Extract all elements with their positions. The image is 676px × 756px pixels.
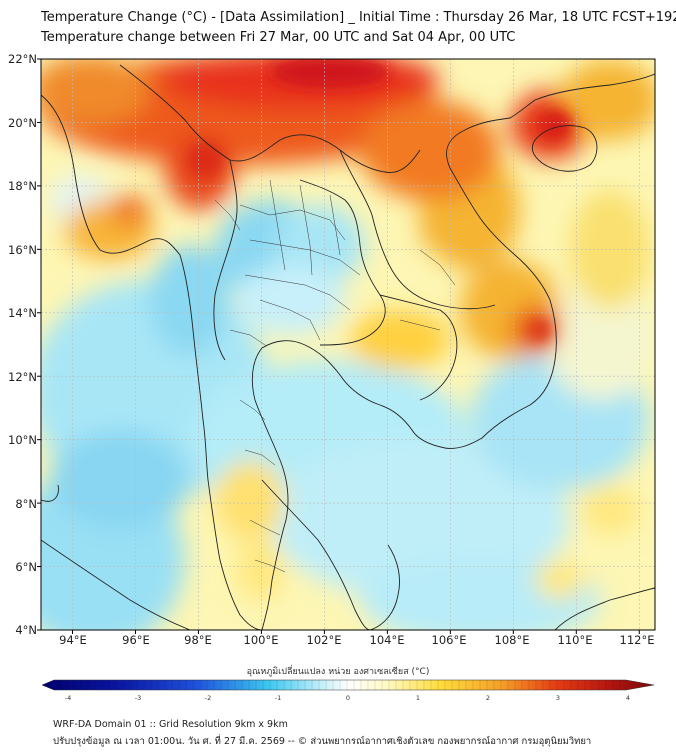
colorbar-tick-label: 1 [416,694,420,702]
colorbar-tick-label: 4 [626,694,630,702]
map-frame [40,58,656,631]
map-subtitle: Temperature change between Fri 27 Mar, 0… [41,30,516,45]
colorbar-bar [41,679,655,691]
lon-label: 112°E [620,633,655,647]
colorbar-tick-label: 0 [346,694,350,702]
colorbar-title: อุณหภูมิเปลี่ยนแปลง หน่วย องศาเซลเซียส (… [246,667,430,677]
lat-label: 14°N [8,306,37,320]
boundary-lines [41,64,655,630]
graticule [41,59,655,630]
colorbar: -4 -3 -2 -1 0 1 2 3 4 [41,679,655,702]
lon-label: 108°E [495,633,530,647]
longitude-axis: 94°E 96°E 98°E 100°E 102°E 104°E 106°E 1… [59,633,654,647]
colorbar-tick-label: -1 [275,694,281,702]
colorbar-ticks: -4 -3 -2 -1 0 1 2 3 4 [65,694,630,702]
lat-label: 4°N [15,623,37,637]
lat-label: 8°N [15,497,37,511]
province-lines [214,179,456,573]
lat-label: 20°N [8,116,37,130]
lat-label: 10°N [8,433,37,447]
colorbar-tick-label: -2 [205,694,211,702]
colorbar-tick-label: 2 [486,694,490,702]
lon-label: 98°E [184,633,212,647]
latitude-axis: 22°N 20°N 18°N 16°N 14°N 12°N 10°N 8°N 6… [8,52,37,637]
lat-label: 22°N [8,52,37,66]
lat-label: 6°N [15,560,37,574]
map-title: Temperature Change (°C) - [Data Assimila… [41,10,676,25]
model-info: WRF-DA Domain 01 :: Grid Resolution 9km … [53,719,288,730]
lon-label: 94°E [59,633,87,647]
lat-label: 18°N [8,179,37,193]
colorbar-tick-label: -3 [135,694,141,702]
update-info: ปรับปรุงข้อมูล ณ เวลา 01:00น. วัน ศ. ที่… [53,736,592,747]
lon-label: 104°E [370,633,405,647]
lon-label: 96°E [122,633,150,647]
lon-label: 100°E [244,633,279,647]
lat-label: 16°N [8,243,37,257]
lat-label: 12°N [8,370,37,384]
colorbar-tick-label: 3 [556,694,560,702]
temperature-field [41,59,655,630]
colorbar-tick-label: -4 [65,694,71,702]
lon-label: 106°E [432,633,467,647]
lon-label: 110°E [558,633,593,647]
lon-label: 102°E [307,633,342,647]
